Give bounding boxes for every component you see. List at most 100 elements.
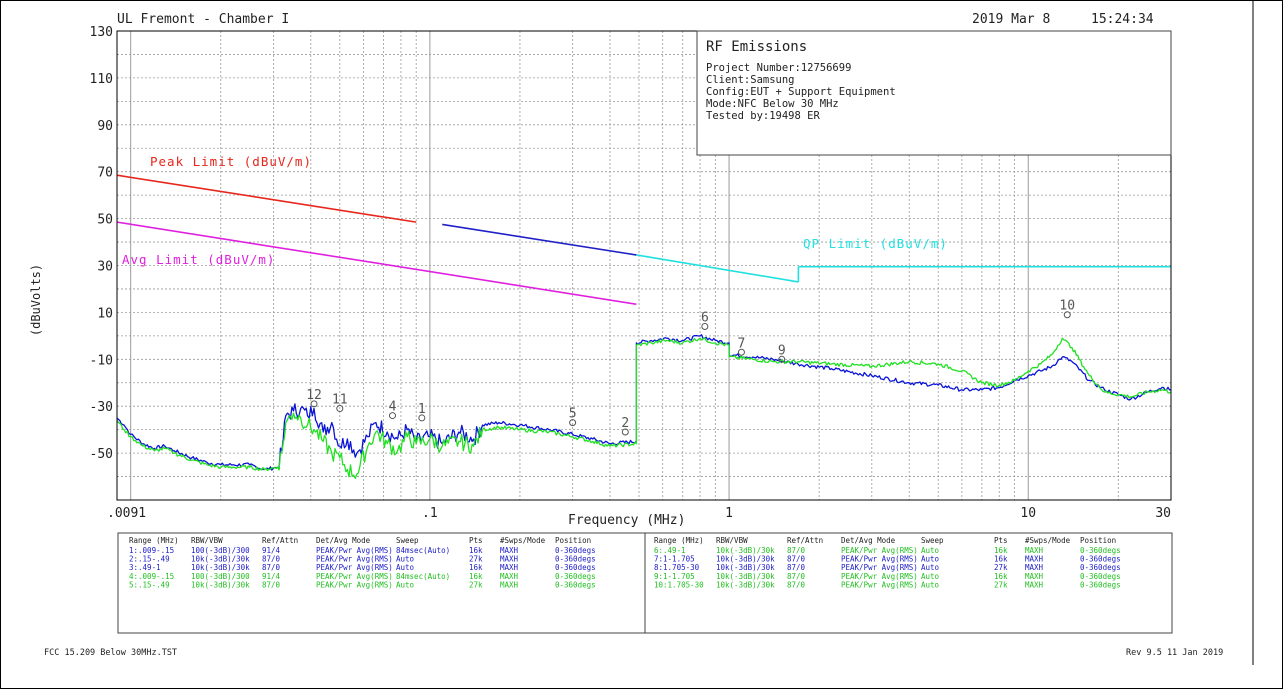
table-header-cell: Ref/Attn [262, 536, 298, 545]
table-cell: 87/0 [787, 555, 806, 564]
y-axis-title: (dBuVolts) [29, 264, 43, 336]
table-cell: 16k [469, 563, 483, 572]
table-cell: 4:.009-.15 [129, 572, 174, 581]
marker-label: 4 [389, 400, 397, 415]
marker-label: 9 [778, 343, 786, 358]
table-cell: 9:1-1.705 [654, 572, 695, 581]
table-cell: 0-360degs [555, 572, 596, 581]
marker-5: 5 [569, 407, 577, 427]
x-tick-label: .0091 [107, 506, 146, 521]
marker-circle [737, 348, 745, 356]
settings-table-left: Range (MHz) RBW/VBW Ref/Attn Det/Avg Mode Sw… [129, 536, 596, 589]
trace-trace_green [116, 337, 1172, 480]
x-tick-label: 1 [725, 506, 733, 521]
test-date: 2019 Mar 8 [972, 12, 1050, 27]
table-cell: 0-360degs [1080, 563, 1121, 572]
marker-1: 1 [418, 402, 426, 422]
x-tick-labels: .0091 .1 1 10 30 [107, 506, 1171, 521]
table-cell: 10:1.705-30 [654, 580, 704, 589]
marker-label: 6 [701, 310, 709, 325]
markers: 12 11 4 1 5 2 6 7 9 10 [306, 299, 1075, 436]
table-cell: 84msec(Auto) [396, 546, 450, 555]
table-cell: PEAK/Pwr Avg(RMS) [316, 563, 393, 572]
table-cell: MAXH [500, 546, 519, 555]
marker-label: 11 [332, 393, 348, 408]
table-cell: 0-360degs [1080, 580, 1121, 589]
table-cell: PEAK/Pwr Avg(RMS) [316, 555, 393, 564]
plot-area: Peak Limit (dBuV/m) Avg Limit (dBuV/m) QP … [90, 25, 1172, 521]
table-header-cell: Sweep [396, 536, 419, 545]
marker-6: 6 [701, 310, 709, 330]
limit-line-segment [636, 254, 799, 283]
table-header-cell: RBW/VBW [191, 536, 223, 545]
table-cell: 100(-3dB)/300 [191, 572, 250, 581]
table-header-cell: Range (MHz) [129, 536, 179, 545]
info-client: Client:Samsung [706, 74, 795, 86]
limit-line-segment [442, 223, 637, 256]
table-cell: MAXH [500, 555, 519, 564]
marker-circle [1063, 311, 1071, 319]
marker-label: 1 [418, 402, 426, 417]
table-cell: Auto [921, 546, 940, 555]
table-cell: 27k [469, 580, 483, 589]
y-tick-label: 130 [90, 25, 113, 40]
table-cell: 91/4 [262, 546, 281, 555]
table-cell: MAXH [500, 580, 519, 589]
table-cell: PEAK/Pwr Avg(RMS) [316, 580, 393, 589]
table-cell: MAXH [1025, 546, 1044, 555]
table-header-cell: Pts [469, 536, 483, 545]
table-cell: 7:1-1.705 [654, 555, 695, 564]
info-box: RF Emissions Project Number:12756699 Cli… [696, 30, 1172, 156]
table-cell: 16k [994, 546, 1008, 555]
table-cell: 16k [994, 555, 1008, 564]
table-cell: MAXH [500, 572, 519, 581]
marker-label: 5 [569, 407, 577, 422]
table-cell: Auto [396, 555, 415, 564]
revision-label: Rev 9.5 11 Jan 2019 [1126, 648, 1223, 658]
chamber-title: UL Fremont - Chamber I [117, 12, 289, 27]
marker-circle [621, 428, 629, 436]
y-tick-label: 50 [97, 213, 113, 228]
table-header-cell: #Swps/Mode [1025, 536, 1071, 545]
marker-label: 10 [1059, 299, 1075, 314]
info-project-number: Project Number:12756699 [706, 62, 851, 74]
info-config: Config:EUT + Support Equipment [706, 86, 896, 98]
table-cell: 27k [469, 555, 483, 564]
table-cell: MAXH [500, 563, 519, 572]
table-header-cell: Ref/Attn [787, 536, 823, 545]
test-file-name: FCC 15.209 Below 30MHz.TST [44, 648, 177, 658]
table-cell: Auto [921, 580, 940, 589]
table-header-cell: #Swps/Mode [500, 536, 546, 545]
marker-11: 11 [332, 393, 348, 413]
plot-border [116, 30, 1172, 501]
table-cell: 0-360degs [1080, 546, 1121, 555]
table-cell: 87/0 [787, 563, 806, 572]
table-cell: PEAK/Pwr Avg(RMS) [841, 563, 918, 572]
table-cell: 27k [994, 563, 1008, 572]
table-header-cell: RBW/VBW [716, 536, 748, 545]
marker-label: 2 [621, 416, 629, 431]
limit-line-label: QP Limit (dBuV/m) [803, 236, 948, 251]
table-cell: MAXH [1025, 563, 1044, 572]
table-header-cell: Position [555, 536, 591, 545]
table-cell: Auto [396, 580, 415, 589]
table-cell: 0-360degs [555, 546, 596, 555]
marker-2: 2 [621, 416, 629, 436]
table-cell: 2:.15-.49 [129, 555, 170, 564]
limit-line-segment [116, 221, 637, 305]
y-tick-label: 70 [97, 166, 113, 181]
y-tick-label: -10 [90, 353, 113, 368]
marker-circle [778, 355, 786, 363]
table-cell: 27k [994, 580, 1008, 589]
table-cell: 0-360degs [555, 580, 596, 589]
y-tick-label: 90 [97, 119, 113, 134]
table-cell: 8:1.705-30 [654, 563, 700, 572]
table-cell: PEAK/Pwr Avg(RMS) [841, 555, 918, 564]
table-cell: 10k(-3dB)/30k [191, 555, 250, 564]
table-cell: 16k [469, 572, 483, 581]
test-time: 15:24:34 [1091, 12, 1154, 27]
settings-table-right: Range (MHz) RBW/VBW Ref/Attn Det/Avg Mode Sw… [654, 536, 1121, 589]
table-cell: 87/0 [262, 555, 281, 564]
table-cell: 10k(-3dB)/30k [716, 580, 775, 589]
table-cell: 0-360degs [1080, 572, 1121, 581]
